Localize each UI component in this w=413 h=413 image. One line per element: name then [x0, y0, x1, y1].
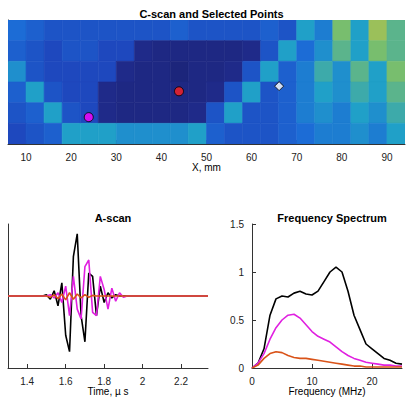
svg-text:A-scan: A-scan	[95, 212, 132, 224]
svg-text:1.8: 1.8	[97, 376, 111, 387]
svg-text:70: 70	[291, 152, 303, 163]
svg-text:0: 0	[238, 363, 244, 374]
svg-text:10: 10	[20, 152, 32, 163]
svg-text:30: 30	[111, 152, 123, 163]
svg-text:1: 1	[238, 267, 244, 278]
svg-text:60: 60	[246, 152, 258, 163]
svg-text:1.4: 1.4	[20, 376, 34, 387]
svg-text:Frequency Spectrum: Frequency Spectrum	[277, 212, 387, 224]
svg-text:40: 40	[156, 152, 168, 163]
svg-text:1.5: 1.5	[230, 219, 244, 230]
svg-text:2: 2	[140, 376, 146, 387]
svg-text:90: 90	[381, 152, 393, 163]
svg-text:Time, µ s: Time, µ s	[88, 386, 129, 397]
svg-text:0: 0	[249, 376, 255, 387]
svg-text:20: 20	[66, 152, 78, 163]
svg-text:20: 20	[366, 376, 378, 387]
svg-text:X, mm: X, mm	[192, 162, 221, 173]
svg-text:0.5: 0.5	[230, 315, 244, 326]
svg-text:80: 80	[336, 152, 348, 163]
svg-text:1.6: 1.6	[59, 376, 73, 387]
svg-text:50: 50	[201, 152, 213, 163]
svg-text:10: 10	[306, 376, 318, 387]
svg-text:Frequency (MHz): Frequency (MHz)	[288, 386, 365, 397]
svg-text:2.2: 2.2	[174, 376, 188, 387]
svg-text:C-scan and Selected Points: C-scan and Selected Points	[139, 8, 283, 20]
